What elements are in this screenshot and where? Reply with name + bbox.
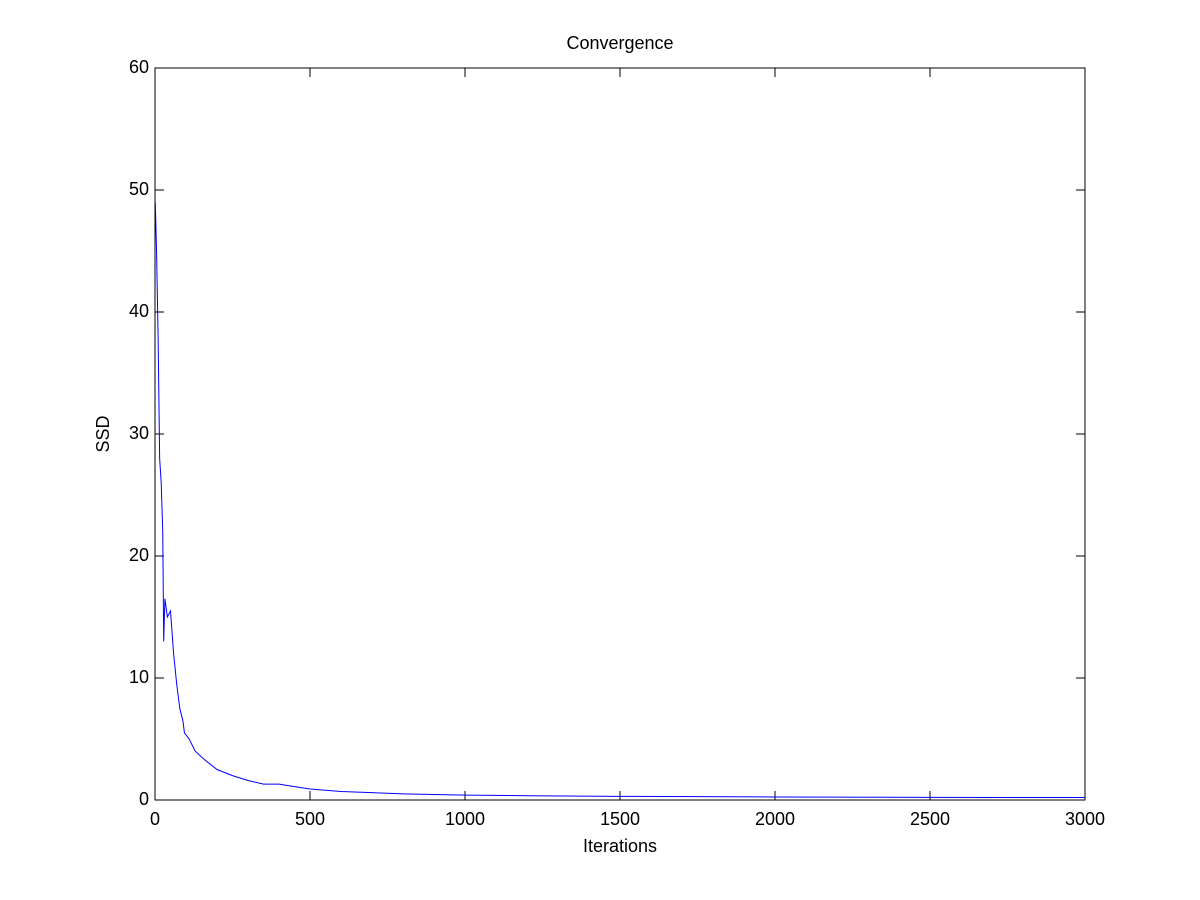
x-tick-label: 500 xyxy=(295,809,325,829)
y-tick-label: 40 xyxy=(129,301,149,321)
y-tick-label: 0 xyxy=(139,789,149,809)
y-tick-label: 30 xyxy=(129,423,149,443)
x-axis-label: Iterations xyxy=(583,836,657,856)
chart-title: Convergence xyxy=(566,33,673,53)
y-tick-label: 20 xyxy=(129,545,149,565)
x-tick-label: 0 xyxy=(150,809,160,829)
y-tick-label: 60 xyxy=(129,57,149,77)
x-tick-label: 3000 xyxy=(1065,809,1105,829)
x-tick-label: 2000 xyxy=(755,809,795,829)
y-tick-label: 50 xyxy=(129,179,149,199)
x-tick-label: 1500 xyxy=(600,809,640,829)
y-axis-label: SSD xyxy=(93,415,113,452)
x-tick-label: 2500 xyxy=(910,809,950,829)
x-tick-label: 1000 xyxy=(445,809,485,829)
y-tick-label: 10 xyxy=(129,667,149,687)
data-line xyxy=(154,202,1086,799)
